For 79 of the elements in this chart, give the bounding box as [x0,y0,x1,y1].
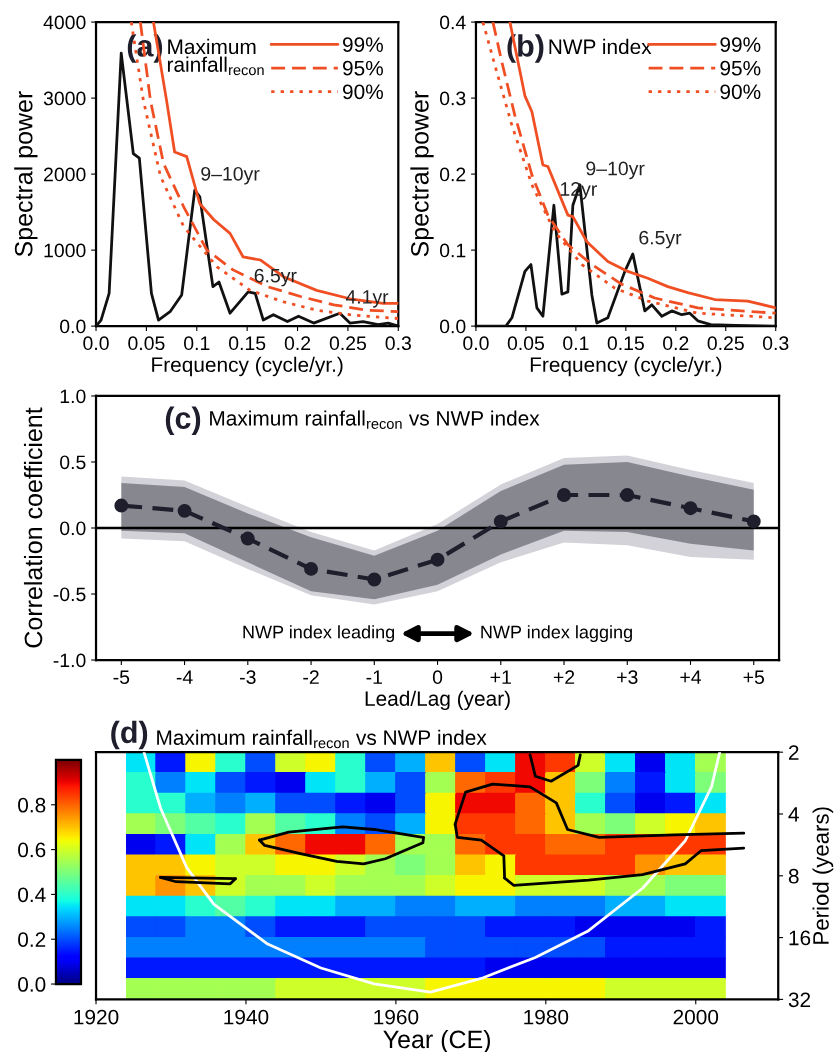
y-tick-label: 2000 [44,167,86,182]
x-axis-title: Frequency (cycle/yr.) [530,356,722,377]
x-tick-label: 0.15 [229,336,266,351]
y-tick-label: 2 [788,745,799,760]
y-tick-label: 0.0 [439,319,466,334]
y-tick-label: 4 [788,807,799,822]
legend-label: 99% [720,37,761,52]
text: Maximum rainfall$_{recon}$ [167,38,264,76]
x-tick-label: -3 [240,670,256,685]
legend-label: 90% [720,84,761,100]
x-axis-title: Lead/Lag (year) [365,690,510,711]
x-tick-label: 1920 [74,1009,119,1025]
annotation: NWP index lagging [481,625,632,643]
x-tick-label: 0.0 [463,336,489,351]
x-tick-label: 2000 [673,1009,719,1025]
y-tick-label: 0.0 [60,319,86,334]
x-tick-label: 0.2 [663,336,689,351]
x-tick-label: -5 [113,670,130,685]
y-tick-label: 16 [789,930,811,946]
annotation: 9–10yr [586,161,645,180]
y-tick-label: 1000 [44,243,86,258]
x-tick-label: 1940 [224,1009,269,1025]
color-bar-label: 0.2 [18,932,46,947]
y-tick-label: 0.1 [439,243,466,258]
annotation: (c) [165,406,201,436]
y-tick-label: 1.0 [60,389,86,404]
x-tick-label: +1 [490,670,511,684]
y-tick-label: 32 [788,992,811,1008]
x-tick-label: -1 [366,670,382,684]
y-tick-label: 3000 [43,91,86,106]
x-tick-label: 0.1 [563,336,589,351]
legend-label: 99% [342,37,383,52]
text: (d) [111,720,148,750]
text: NWP index [549,38,652,55]
legend-label: 95% [720,60,761,76]
x-tick-label: 0.15 [607,336,644,351]
y-tick-label: -1.0 [53,653,86,668]
y-tick-label: 0.4 [439,15,466,30]
x-tick-label: 0.05 [507,336,545,351]
y-tick-label: 8 [788,868,799,884]
x-tick-label: 0.1 [184,336,210,351]
color-bar-label: 0.4 [18,887,46,903]
y-tick-label: -0.5 [53,587,86,602]
x-tick-label: +3 [617,670,638,685]
x-tick-label: 0.25 [329,336,367,351]
x-tick-label: 0.05 [128,336,165,351]
y-tick-label: 0.3 [439,91,466,106]
color-bar-label: 0.6 [18,842,46,858]
x-tick-label: 0.0 [83,336,109,351]
color-bar-label: 0.0 [18,977,46,992]
y-axis-title: Correlation coefficient [23,407,43,648]
x-tick-label: 1960 [374,1009,419,1025]
x-tick-label: +5 [743,670,765,685]
annotation: 6.5yr [639,230,682,249]
x-tick-label: 0.25 [707,336,744,351]
annotation: 9–10yr [201,166,260,185]
x-tick-label: +4 [680,670,702,684]
color-bar-label: 0.8 [18,797,46,813]
y-axis-title: Period (years) [812,807,834,944]
y-tick-label: 0.0 [60,521,86,536]
annotation: NWP index leading [243,625,395,643]
y-tick-label: 0.2 [439,167,466,182]
y-axis-title: Spectral power [14,91,38,257]
x-axis-title: Frequency (cycle/yr.) [152,356,343,377]
y-tick-label: 0.5 [60,455,86,470]
x-tick-label: -2 [303,670,319,684]
legend-label: 90% [342,84,383,100]
chart-title: Maximum rainfall$_{recon}$ vs NWP index [157,729,487,749]
y-axis-title: Spectral power [410,91,434,257]
legend-label: 95% [342,60,383,76]
y-tick-label: 4000 [43,15,86,30]
text: Maximum rainfall$_{recon}$ vs NWP index [210,410,540,429]
x-tick-label: 0.3 [762,336,789,351]
x-tick-label: 0.2 [284,336,311,351]
x-tick-label: -4 [176,670,193,684]
x-tick-label: 1980 [524,1009,569,1025]
x-tick-label: 0.3 [385,336,411,351]
x-tick-label: 0 [432,670,443,685]
x-tick-label: +2 [553,670,575,684]
